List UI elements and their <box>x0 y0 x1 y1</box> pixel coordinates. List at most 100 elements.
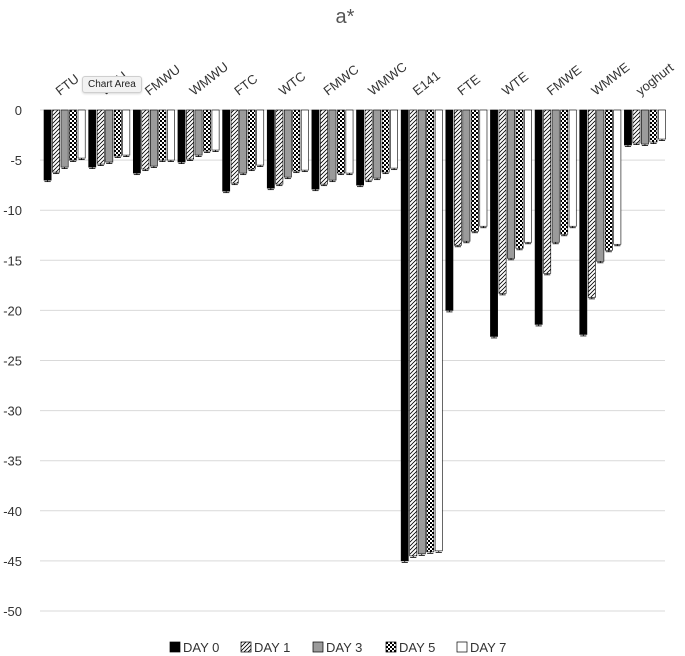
bar-ftu-day-1 <box>52 109 60 173</box>
bar-fmwu-day-2 <box>149 109 158 167</box>
bar-wte-day-1 <box>498 109 507 294</box>
bar-wmwu-day-4 <box>211 109 220 151</box>
category-label: FTU <box>53 71 82 98</box>
bar-fmwe-day-1 <box>543 109 552 274</box>
bar-ftc-day-1 <box>230 109 239 184</box>
category-label: E141 <box>410 68 443 99</box>
bar-wte-day-4 <box>524 109 532 243</box>
bar-yoghurt-day-1 <box>632 109 641 144</box>
category-label: WMWC <box>365 59 410 98</box>
bar-wtc-day-2 <box>283 109 292 178</box>
bar-fte-day-0 <box>445 109 454 311</box>
bar-fmwc-day-3 <box>337 109 345 174</box>
legend-swatch-day-1 <box>240 641 252 653</box>
bar-wtc-day-3 <box>292 109 301 172</box>
bar-fmwe-day-2 <box>551 109 560 243</box>
bar-fmwc-day-1 <box>320 109 328 185</box>
bar-wte-day-0 <box>490 109 498 337</box>
bar-yoghurt-day-2 <box>641 109 649 145</box>
bar-wmwc-day-1 <box>364 109 373 181</box>
y-tick-label: -10 <box>3 203 22 218</box>
bar-wtc-day-4 <box>300 109 309 171</box>
legend-label: DAY 7 <box>470 640 506 655</box>
category-label: FTE <box>454 71 483 98</box>
category-label: FMWE <box>544 62 585 98</box>
chart-area-tooltip: Chart Area <box>82 76 142 93</box>
bar-wtc-day-1 <box>275 109 284 185</box>
y-tick-label: -40 <box>3 504 22 519</box>
bar-wtu-day-4 <box>122 109 131 156</box>
legend-label: DAY 5 <box>399 640 435 655</box>
bar-fmwu-day-4 <box>166 109 175 161</box>
legend-label: DAY 3 <box>326 640 362 655</box>
bar-fmwe-day-0 <box>534 109 543 325</box>
bar-fmwu-day-3 <box>158 109 167 161</box>
bar-wte-day-3 <box>515 109 524 249</box>
category-label: FMWU <box>142 62 183 99</box>
bar-wmwc-day-3 <box>381 109 390 173</box>
bar-yoghurt-day-0 <box>624 109 632 146</box>
legend-swatch-day-4 <box>456 641 468 653</box>
bar-wtu-day-2 <box>105 109 114 163</box>
bar-wmwu-day-2 <box>194 109 203 156</box>
bar-ftc-day-0 <box>222 109 231 192</box>
y-tick-label: 0 <box>15 103 22 118</box>
bar-fmwe-day-4 <box>568 109 577 227</box>
legend: DAY 0 DAY 1 DAY 3 DAY 5 DAY 7 <box>169 640 506 655</box>
bar-wmwc-day-0 <box>356 109 364 186</box>
bar-wmwe-day-2 <box>596 109 605 262</box>
bar-wmwe-day-1 <box>587 109 596 298</box>
bar-e141-day-3 <box>426 109 435 553</box>
bar-ftu-day-3 <box>69 109 77 161</box>
bar-wtc-day-0 <box>266 109 275 189</box>
bar-wmwe-day-4 <box>613 109 622 245</box>
bar-ftc-day-4 <box>256 109 265 166</box>
bar-fmwe-day-3 <box>560 109 569 235</box>
category-label: WTE <box>499 69 531 99</box>
bar-ftc-day-2 <box>239 109 248 174</box>
category-label: WTC <box>276 68 309 98</box>
category-label: WMWU <box>187 59 232 98</box>
category-label: FTC <box>231 71 260 98</box>
bar-wtu-day-1 <box>96 109 105 165</box>
bar-wmwc-day-2 <box>373 109 381 179</box>
legend-swatch-day-3 <box>385 641 397 653</box>
bar-wmwu-day-1 <box>186 109 194 160</box>
bar-wtu-day-0 <box>88 109 97 168</box>
bar-fmwu-day-0 <box>132 109 141 174</box>
y-tick-label: -50 <box>3 604 22 619</box>
legend-label: DAY 1 <box>254 640 290 655</box>
y-tick-label: -20 <box>3 303 22 318</box>
bar-wmwe-day-3 <box>604 109 613 251</box>
bar-fmwc-day-4 <box>345 109 354 174</box>
category-label: yoghurt <box>633 60 677 99</box>
bar-fte-day-3 <box>470 109 479 232</box>
bar-ftu-day-0 <box>43 109 52 181</box>
y-axis-ticks: 0 -5 -10 -15 -20 -25 -30 -35 -40 -45 -50 <box>3 103 22 619</box>
y-tick-label: -45 <box>3 554 22 569</box>
x-axis-categories: FTUWTUFMWUWMWUFTCWTCFMWCWMWCE141FTEWTEFM… <box>53 59 677 98</box>
bar-wmwu-day-3 <box>203 109 211 152</box>
y-tick-label: -30 <box>3 404 22 419</box>
bar-e141-day-0 <box>400 109 409 562</box>
y-tick-label: -5 <box>10 153 22 168</box>
bar-ftc-day-3 <box>247 109 256 170</box>
bar-ftu-day-4 <box>77 109 86 159</box>
bar-yoghurt-day-3 <box>649 109 658 143</box>
legend-label: DAY 0 <box>183 640 219 655</box>
bar-fmwc-day-2 <box>328 109 337 181</box>
bar-fte-day-1 <box>453 109 462 246</box>
bar-fte-day-4 <box>479 109 488 227</box>
bar-wte-day-2 <box>507 109 515 259</box>
bar-e141-day-1 <box>409 109 418 557</box>
y-tick-label: -35 <box>3 454 22 469</box>
y-tick-label: -25 <box>3 354 22 369</box>
bar-yoghurt-day-4 <box>658 109 666 140</box>
bar-ftu-day-2 <box>60 109 69 168</box>
bar-e141-day-4 <box>434 109 443 552</box>
chart-title: a* <box>336 6 355 28</box>
category-label: WMWE <box>588 59 632 98</box>
y-tick-label: -15 <box>3 253 22 268</box>
